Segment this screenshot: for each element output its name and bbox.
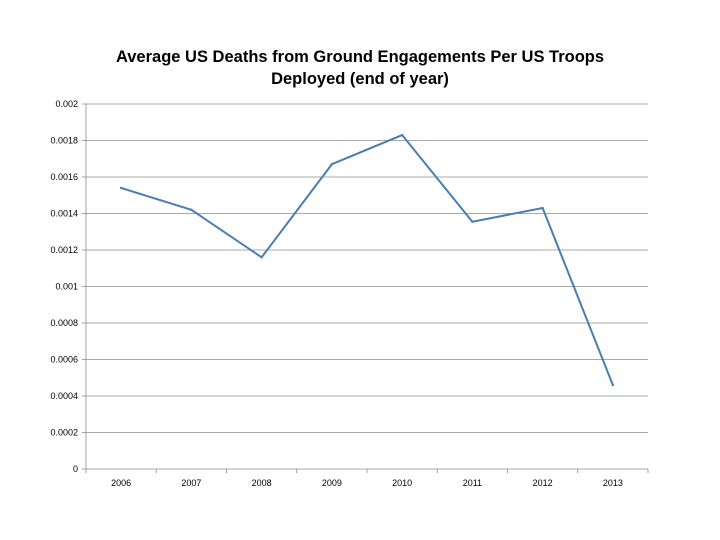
y-tick-label: 0.0012 <box>50 245 78 255</box>
chart-title: Average US Deaths from Ground Engagement… <box>60 46 660 90</box>
data-point <box>611 383 615 387</box>
y-tick-label: 0 <box>73 464 78 474</box>
x-tick-label: 2006 <box>111 478 131 488</box>
axes <box>82 103 649 473</box>
x-axis-tick-labels: 2006 2007 2008 2009 2010 2011 2012 2013 <box>111 478 623 488</box>
y-tick-label: 0.0018 <box>50 136 78 146</box>
y-tick-label: 0.001 <box>55 282 78 292</box>
y-tick-label: 0.0004 <box>50 391 78 401</box>
y-tick-label: 0.0016 <box>50 172 78 182</box>
y-tick-label: 0.002 <box>55 99 78 109</box>
y-tick-label: 0.0006 <box>50 355 78 365</box>
y-tick-label: 0.0014 <box>50 209 78 219</box>
y-tick-label: 0.0002 <box>50 428 78 438</box>
x-tick-label: 2007 <box>181 478 201 488</box>
chart-title-line-1: Average US Deaths from Ground Engagement… <box>115 48 605 66</box>
x-tick-label: 2010 <box>392 478 412 488</box>
data-point <box>119 186 123 190</box>
x-tick-label: 2008 <box>252 478 272 488</box>
data-point <box>190 208 193 212</box>
chart-title-line-2: Deployed (end of year) <box>271 70 449 88</box>
data-point <box>260 256 263 259</box>
data-point <box>541 206 544 210</box>
gridlines <box>86 103 648 433</box>
x-tick-label: 2011 <box>463 478 482 488</box>
data-point <box>400 133 404 137</box>
y-axis-tick-labels: 0 0.0002 0.0004 0.0006 0.0008 0.001 0.0012 0.00… <box>50 99 78 474</box>
x-tick-label: 2012 <box>533 478 553 488</box>
x-tick-label: 2009 <box>322 478 342 488</box>
series-line <box>120 134 614 387</box>
data-point <box>471 220 474 223</box>
data-point <box>330 163 334 166</box>
x-tick-label: 2013 <box>603 478 623 488</box>
series <box>119 133 615 387</box>
y-tick-label: 0.0008 <box>50 318 78 328</box>
